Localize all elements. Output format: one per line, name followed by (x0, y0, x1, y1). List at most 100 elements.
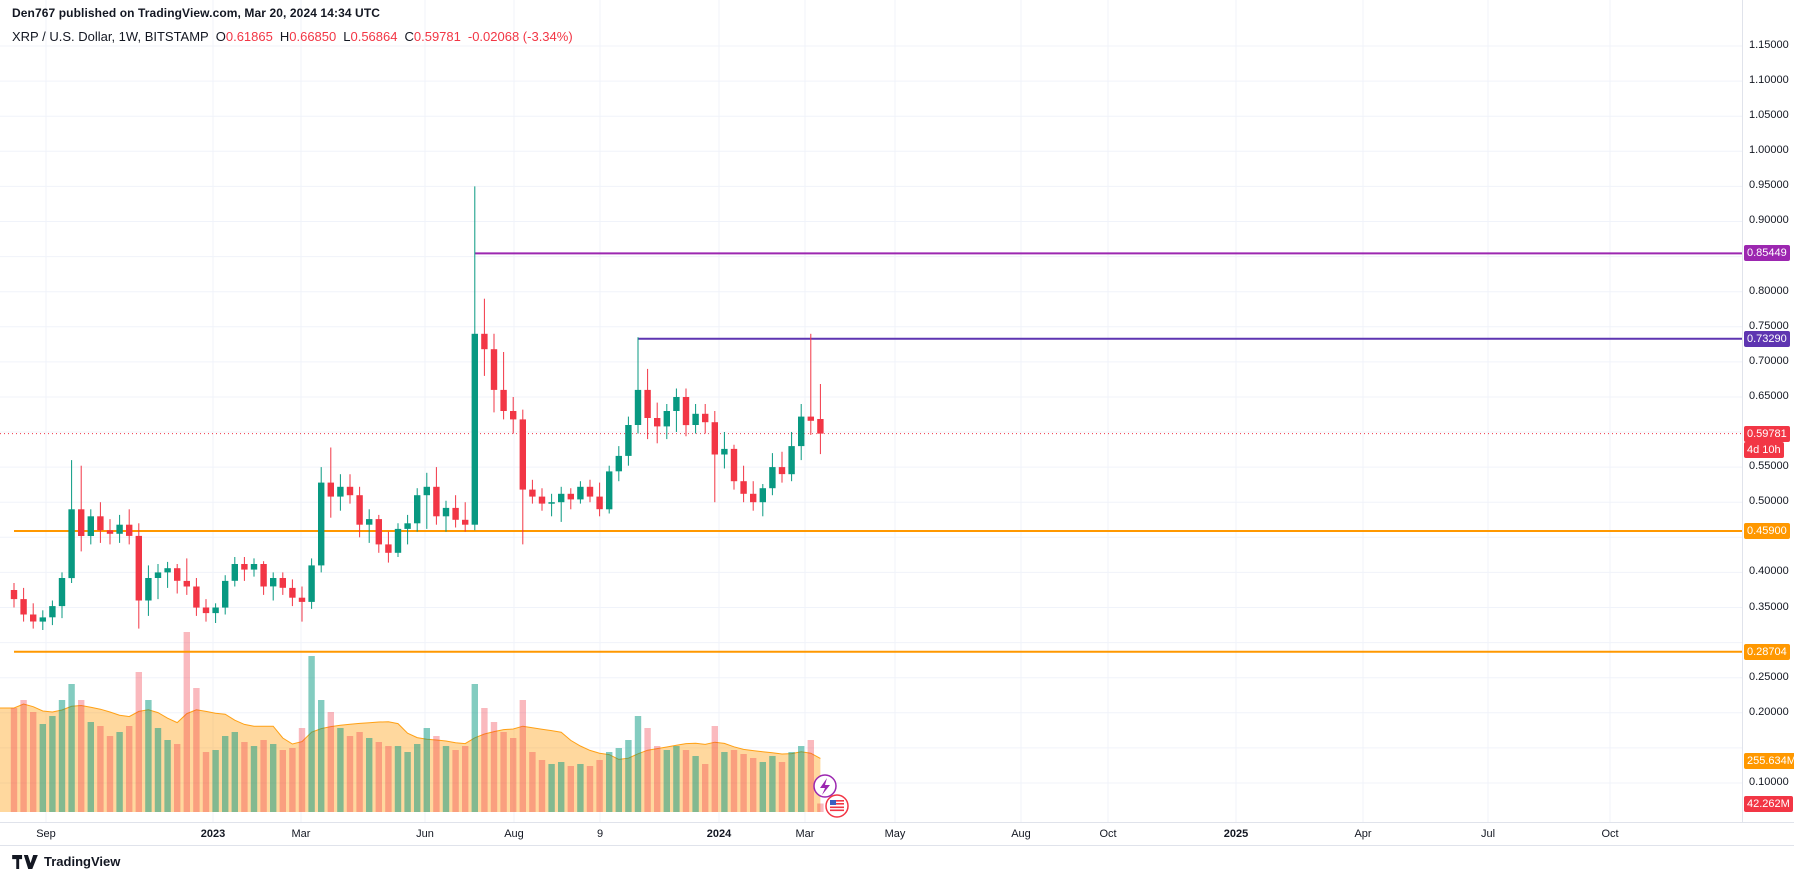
volume-bar (634, 716, 642, 812)
flag-stripe (830, 806, 844, 809)
low-value: 0.56864 (350, 29, 398, 44)
price-tick-label: 1.15000 (1749, 39, 1789, 51)
candle-body (58, 578, 66, 607)
price-tick-label: 0.65000 (1749, 390, 1789, 402)
volume-bar (327, 712, 334, 812)
candle-body (39, 617, 46, 622)
time-axis-label: 2024 (706, 828, 732, 840)
price-tick-label: 0.70000 (1749, 355, 1789, 367)
volume-bar (279, 750, 286, 812)
candle-body (500, 389, 507, 411)
volume-bar (212, 750, 219, 812)
price-tick-label: 0.75000 (1749, 320, 1789, 332)
candle-body (222, 580, 229, 608)
volume-bar (270, 744, 277, 812)
candle-body (308, 565, 315, 602)
flag-stripe (836, 803, 844, 805)
volume-bar (30, 712, 37, 812)
candle-body (68, 509, 75, 579)
candle-body (481, 333, 488, 350)
candle-body (394, 528, 402, 553)
candle-body (116, 524, 123, 534)
flag-blue-field (830, 800, 836, 805)
volume-bar (385, 746, 392, 812)
volume-bar (87, 722, 94, 812)
candle-body (471, 333, 478, 525)
candle-body (702, 413, 709, 423)
volume-bar (442, 746, 450, 812)
candle-body (807, 416, 814, 421)
volume-bar (289, 748, 296, 812)
volume-bar (337, 728, 344, 812)
volume-bar (615, 748, 622, 812)
candle-body (692, 413, 699, 425)
bar-countdown-label: 4d 10h (1744, 442, 1784, 458)
volume-bar (154, 728, 162, 812)
tradingview-logo-icon[interactable] (12, 854, 38, 869)
candle-body (260, 564, 267, 587)
tradingview-brand-text[interactable]: TradingView (44, 854, 121, 869)
volume-bar (682, 750, 690, 812)
volume-bar (548, 764, 555, 812)
time-axis-label: Oct (1099, 828, 1117, 840)
candle-body (529, 489, 536, 497)
volume-current-label: 42.262M (1744, 796, 1793, 812)
candle-body (356, 495, 363, 525)
candle-body (164, 568, 171, 573)
chart-header: Den767 published on TradingView.com, Mar… (12, 6, 573, 44)
flag-event-icon[interactable] (825, 794, 849, 818)
candle-body (644, 389, 651, 418)
price-tick-label: 0.50000 (1749, 495, 1789, 507)
candle-body (778, 467, 786, 475)
candle-body (289, 587, 296, 598)
candle-body (10, 590, 18, 600)
candle-body (327, 482, 334, 497)
candle-body (625, 425, 632, 456)
candle-body (577, 486, 584, 500)
publish-attribution: Den767 published on TradingView.com, Mar… (12, 6, 381, 20)
volume-bar (529, 752, 536, 812)
candle-body (769, 467, 776, 489)
volume-bar (577, 764, 584, 812)
volume-bar (807, 740, 814, 812)
volume-bar (97, 726, 104, 812)
price-tick-label: 0.90000 (1749, 214, 1789, 226)
candle-body (337, 486, 344, 497)
candle-body (135, 535, 142, 601)
close-label: C (404, 29, 414, 44)
ohlc-high: H0.66850 (280, 29, 336, 44)
candle-body (414, 495, 421, 524)
candle-body (759, 488, 766, 503)
candle-body (798, 416, 805, 447)
volume-bar (414, 744, 421, 812)
time-axis-label: May (884, 828, 906, 840)
candle-body (346, 486, 354, 496)
candle-body (202, 607, 210, 614)
candle-body (193, 586, 200, 608)
volume-bar (222, 736, 229, 812)
symbol-title[interactable]: XRP / U.S. Dollar, 1W, BITSTAMP (12, 29, 209, 44)
time-axis[interactable]: Sep 2023 Mar Jun Aug 9 2024 Mar May Aug Oct 2025 Apr… (0, 822, 1794, 846)
volume-bar (721, 752, 728, 812)
volume-bar (567, 766, 574, 812)
price-axis[interactable]: 1.15000 1.10000 1.05000 1.00000 0.95000 0.900… (1742, 0, 1794, 822)
volume-bar (202, 752, 210, 812)
candle-body (183, 580, 190, 587)
time-axis-label: Apr (1354, 828, 1372, 840)
volume-bar (769, 756, 776, 812)
price-tick-label: 0.35000 (1749, 601, 1789, 613)
price-tick-label: 0.25000 (1749, 671, 1789, 683)
price-tick-label: 0.10000 (1749, 776, 1789, 788)
volume-bar (471, 684, 478, 812)
candle-body (20, 599, 27, 615)
flag-stripe (836, 800, 844, 802)
volume-bar (20, 700, 27, 812)
volume-bar (625, 740, 632, 812)
candle-body (404, 523, 411, 529)
volume-bar (164, 740, 171, 812)
candle-body (231, 564, 238, 581)
candle-body (519, 419, 526, 490)
candle-body (673, 397, 680, 411)
lightning-bolt-icon[interactable] (820, 778, 830, 795)
